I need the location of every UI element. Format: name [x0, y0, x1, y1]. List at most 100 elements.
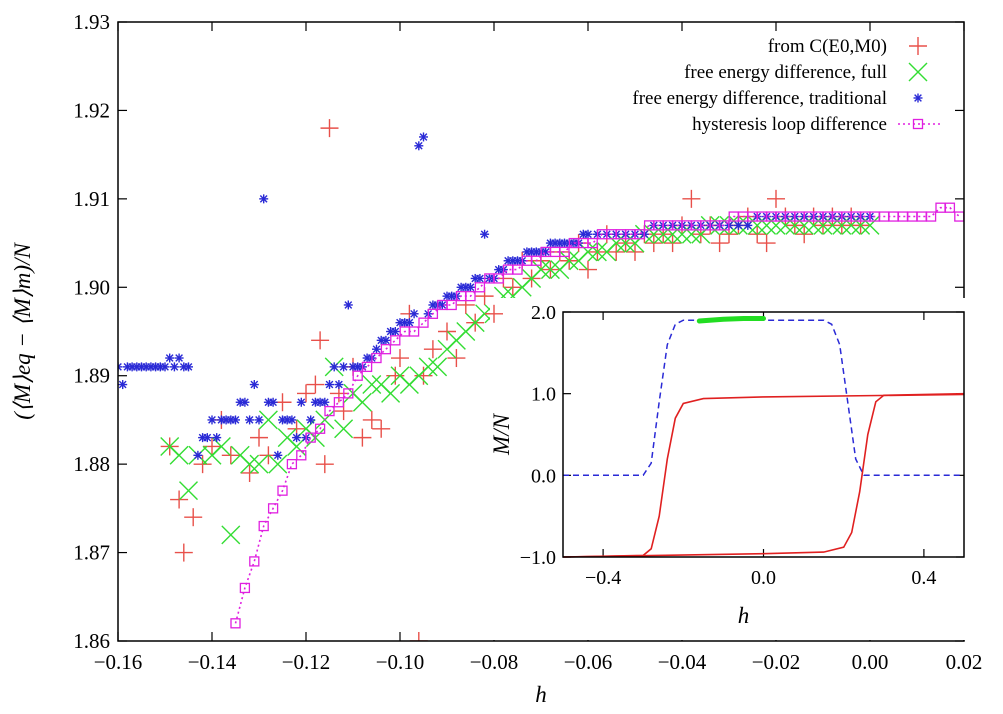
- y-tick-label: 1.89: [73, 364, 110, 388]
- legend-marker: [913, 93, 923, 103]
- data-point: [212, 433, 222, 443]
- inset-y-tick-label: 0.0: [531, 465, 556, 487]
- legend-item: free energy difference, traditional: [632, 88, 923, 109]
- data-point: [250, 428, 268, 447]
- data-point: [286, 458, 298, 470]
- y-tick-label: 1.92: [73, 98, 110, 122]
- data-point: [634, 229, 645, 240]
- data-point: [320, 119, 339, 138]
- data-point: [306, 415, 316, 425]
- data-point: [287, 415, 297, 425]
- data-point: [531, 255, 542, 266]
- data-point: [733, 220, 743, 230]
- data-point: [391, 349, 409, 368]
- data-point: [607, 242, 626, 261]
- inset-x-axis-label: h: [738, 603, 750, 628]
- data-point: [249, 556, 260, 567]
- data-point: [343, 300, 353, 310]
- series-3: [230, 202, 964, 629]
- data-point: [531, 260, 551, 280]
- main-tick-labels: −0.16 −0.14 −0.12 −0.10 −0.08 −0.06 −0.04 −0.02…: [73, 10, 982, 674]
- data-point: [419, 132, 428, 142]
- x-tick-label: −0.12: [282, 650, 331, 674]
- data-point: [503, 278, 522, 297]
- x-axis-label: h: [535, 682, 547, 707]
- data-point: [466, 282, 475, 292]
- data-point: [583, 229, 593, 239]
- data-point: [352, 370, 363, 381]
- y-tick-label: 1.87: [73, 541, 110, 565]
- data-point: [372, 344, 381, 354]
- x-tick-label: 0.00: [852, 650, 889, 674]
- data-point: [231, 415, 240, 425]
- inset-series-3: [696, 316, 766, 324]
- data-point: [925, 211, 937, 222]
- data-point: [311, 331, 330, 350]
- data-point: [381, 383, 401, 403]
- series-1: [160, 215, 880, 545]
- inset-plot-frame: [562, 311, 965, 558]
- x-tick-label: −0.04: [658, 650, 707, 674]
- data-point: [258, 410, 278, 430]
- main-series-clip: [118, 119, 964, 641]
- x-tick-label: −0.08: [470, 650, 519, 674]
- data-point: [325, 380, 334, 390]
- data-point: [118, 362, 123, 372]
- data-point: [230, 618, 241, 629]
- data-point: [447, 349, 466, 368]
- data-point: [329, 362, 339, 372]
- inset-y-tick-label: −1.0: [520, 547, 556, 569]
- inset-y-tick-label: 1.0: [531, 384, 556, 406]
- data-point: [258, 520, 269, 532]
- y-tick-label: 1.91: [73, 187, 110, 211]
- data-point: [169, 445, 189, 465]
- data-point: [268, 454, 288, 474]
- data-point: [390, 335, 401, 346]
- data-point: [174, 543, 193, 562]
- main-plot: −0.16 −0.14 −0.12 −0.10 −0.08 −0.06 −0.04 −0.02…: [10, 10, 982, 707]
- inset-tick-labels: −0.4 0.0 0.4 −1.0 0.0 1.0 2.0: [520, 302, 937, 589]
- data-point: [249, 380, 259, 390]
- data-point: [512, 264, 523, 275]
- main-series-layer: [118, 119, 964, 641]
- data-point: [296, 450, 307, 461]
- x-tick-label: −0.10: [376, 650, 425, 674]
- data-point: [240, 454, 260, 474]
- data-point: [361, 361, 373, 373]
- data-point: [334, 380, 344, 390]
- data-point: [245, 415, 255, 425]
- data-point: [165, 353, 175, 363]
- data-point: [748, 225, 767, 244]
- data-point: [170, 490, 189, 509]
- data-point: [193, 450, 203, 460]
- inset-y-axis-label: M/N: [489, 412, 514, 456]
- inset-y-tick-label: 2.0: [531, 302, 556, 324]
- inset-overlay-points: [485, 304, 503, 323]
- inset-plot: −0.4 0.0 0.4 −1.0 0.0 1.0 2.0 h M/N: [485, 298, 966, 640]
- y-tick-label: 1.88: [73, 452, 110, 476]
- data-point: [446, 299, 457, 311]
- data-point: [221, 525, 241, 545]
- data-point: [644, 234, 663, 253]
- data-point: [118, 380, 128, 390]
- data-point: [292, 433, 302, 443]
- data-point: [249, 454, 269, 474]
- inset-x-tick-label: −0.4: [585, 567, 621, 589]
- y-tick-label: 1.90: [73, 275, 110, 299]
- inset-background: [490, 298, 966, 640]
- legend-marker: [909, 37, 927, 55]
- data-point: [626, 242, 644, 261]
- data-point: [559, 246, 570, 258]
- data-point: [240, 463, 259, 482]
- data-point: [438, 322, 456, 341]
- data-point: [475, 273, 485, 283]
- inset-series-1: [562, 393, 965, 558]
- data-point: [160, 362, 170, 372]
- data-point: [390, 327, 400, 336]
- y-tick-label: 1.86: [73, 629, 110, 653]
- y-tick-label: 1.93: [73, 10, 110, 34]
- data-point: [174, 353, 184, 363]
- data-point: [267, 503, 279, 514]
- data-point: [315, 455, 334, 474]
